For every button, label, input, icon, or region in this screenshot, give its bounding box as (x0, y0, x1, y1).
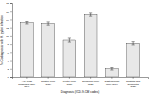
chart: 0 2 4 6 8 10 12 14 16 18 Any PUDdiagnosis (531-534… (0, 0, 150, 94)
error-cap (89, 12, 92, 13)
error-bar (89, 13, 92, 16)
tick-mark (10, 3, 12, 4)
bar (21, 23, 34, 77)
error-cap (25, 21, 28, 22)
tick-label-line: (535) (130, 85, 136, 88)
tick-mark (10, 52, 12, 53)
error-cap (68, 42, 71, 43)
tick: 18 (6, 2, 12, 5)
tick-mark (10, 36, 12, 37)
tick-label: 4 (8, 60, 10, 63)
error-cap (68, 37, 71, 38)
bar (127, 43, 140, 77)
error-cap (132, 44, 135, 45)
bar (106, 69, 119, 77)
error-line (69, 38, 70, 42)
tick: Gastritis andduodenitis(535) (126, 77, 141, 88)
error-cap (47, 25, 50, 26)
tick-mark (48, 77, 49, 79)
error-cap (110, 67, 113, 68)
tick-label-line: 534) (24, 85, 29, 88)
bar (84, 15, 97, 77)
error-cap (25, 23, 28, 24)
axis-line (10, 4, 13, 78)
tick-mark (111, 77, 112, 79)
tick: Peptic ulcer(533) (63, 77, 76, 86)
tick: 10 (6, 35, 12, 38)
tick-label: 14 (6, 19, 9, 22)
tick-mark (133, 77, 134, 79)
tick-label: Gastric ulcer(531) (41, 80, 55, 86)
tick-label: 6 (8, 52, 10, 55)
tick: Any PUDdiagnosis (531-534) (18, 77, 35, 88)
tick-label: 8 (8, 43, 10, 46)
tick-label: Peptic ulcer(533) (63, 80, 76, 86)
tick: 2 (8, 68, 12, 71)
tick-label: 2 (8, 68, 10, 71)
tick-mark (10, 28, 12, 29)
tick-mark (10, 11, 12, 12)
tick: 16 (6, 11, 12, 14)
error-bar (47, 22, 50, 25)
y-axis: 0 2 4 6 8 10 12 14 16 18 (6, 2, 12, 79)
error-bar (68, 38, 71, 42)
error-cap (47, 21, 50, 22)
tick-label: 0 (8, 76, 10, 79)
error-bar (110, 68, 113, 70)
y-axis-title: % Codiagnosis with H. pylori infection (0, 15, 4, 65)
bar (63, 40, 76, 77)
tick: 12 (6, 27, 12, 30)
tick-mark (10, 61, 12, 62)
bar (42, 24, 55, 77)
tick-label: 18 (6, 2, 9, 5)
tick: Duodenal ulcer(532) (82, 77, 99, 86)
tick-label-line: (531) (45, 83, 51, 86)
tick-mark (10, 77, 12, 78)
error-cap (110, 70, 113, 71)
error-line (133, 42, 134, 45)
tick-mark (90, 77, 91, 79)
error-cap (132, 41, 135, 42)
tick-label-line: (532) (88, 83, 94, 86)
tick-label-line: ulcer (534) (106, 83, 118, 86)
tick-label: Duodenal ulcer(532) (82, 80, 99, 86)
tick: 14 (6, 19, 12, 22)
axis-line (13, 78, 149, 80)
error-line (90, 13, 91, 16)
x-axis: Any PUDdiagnosis (531-534) Gastric ulcer(… (13, 77, 149, 88)
tick: 4 (8, 60, 12, 63)
tick-label: 12 (6, 27, 9, 30)
error-cap (89, 16, 92, 17)
tick: 6 (8, 52, 12, 55)
error-line (48, 22, 49, 25)
tick: Gastrojejunalulcer (534) (105, 77, 120, 86)
tick-mark (10, 44, 12, 45)
tick-label: Gastritis andduodenitis(535) (126, 80, 141, 89)
error-bar (25, 22, 28, 24)
tick-mark (69, 77, 70, 79)
x-axis-title: Diagnosis (ICD-9-CM codes) (61, 90, 99, 94)
tick-label-line: (533) (66, 83, 72, 86)
tick-label: 10 (6, 35, 9, 38)
tick: 8 (8, 43, 12, 46)
tick-mark (10, 69, 12, 70)
tick: 0 (8, 76, 12, 79)
tick: Gastric ulcer(531) (41, 77, 55, 86)
marks (21, 13, 140, 77)
tick-mark (26, 77, 27, 79)
error-line (111, 68, 112, 70)
tick-label: Any PUDdiagnosis (531-534) (18, 80, 35, 89)
plot: 0 2 4 6 8 10 12 14 16 18 Any PUDdiagnosis (531-534… (6, 2, 148, 88)
error-line (26, 22, 27, 24)
error-bar (132, 42, 135, 45)
tick-mark (10, 19, 12, 20)
tick-label: 16 (6, 11, 9, 14)
tick-label: Gastrojejunalulcer (534) (105, 80, 120, 86)
